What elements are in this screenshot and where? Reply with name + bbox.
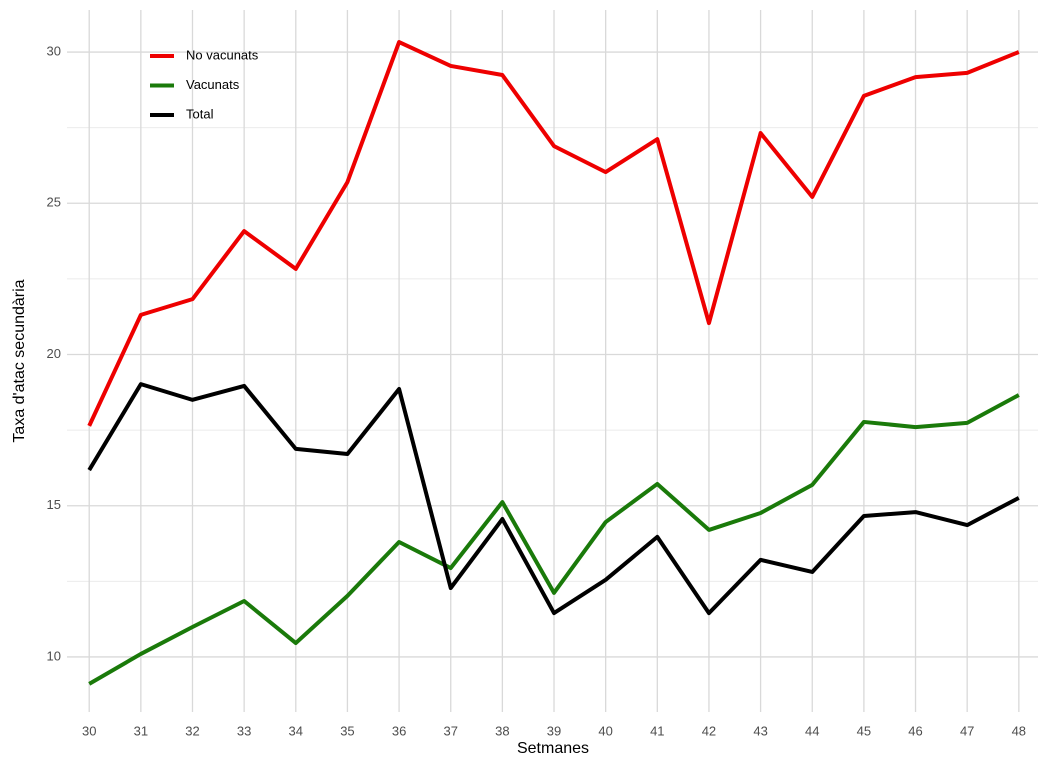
x-axis-title: Setmanes: [517, 740, 589, 757]
series-line: [87, 382, 1020, 616]
legend-label: Vacunats: [186, 77, 240, 92]
x-tick-label: 41: [650, 723, 664, 738]
x-tick-label: 47: [960, 723, 974, 738]
y-axis-title: Taxa d'atac secundària: [11, 279, 28, 442]
x-tick-label: 34: [289, 723, 303, 738]
x-tick-label: 39: [547, 723, 561, 738]
y-tick-label: 15: [47, 497, 61, 512]
x-tick-label: 46: [908, 723, 922, 738]
x-tick-label: 33: [237, 723, 251, 738]
x-tick-label: 43: [753, 723, 767, 738]
x-tick-label: 45: [857, 723, 871, 738]
y-tick-label: 30: [47, 43, 61, 58]
x-tick-label: 42: [702, 723, 716, 738]
x-tick-label: 31: [134, 723, 148, 738]
series-line: [87, 40, 1020, 427]
x-tick-label: 32: [185, 723, 199, 738]
legend-label: No vacunats: [186, 47, 259, 62]
x-tick-label: 30: [82, 723, 96, 738]
y-tick-label: 10: [47, 648, 61, 663]
y-tick-label: 25: [47, 195, 61, 210]
series-line: [88, 393, 1020, 686]
x-tick-label: 38: [495, 723, 509, 738]
x-tick-label: 37: [443, 723, 457, 738]
x-tick-label: 36: [392, 723, 406, 738]
legend-label: Total: [186, 106, 214, 121]
x-tick-label: 48: [1012, 723, 1026, 738]
x-tick-label: 35: [340, 723, 354, 738]
y-tick-label: 20: [47, 346, 61, 361]
x-tick-label: 44: [805, 723, 819, 738]
x-tick-label: 40: [598, 723, 612, 738]
